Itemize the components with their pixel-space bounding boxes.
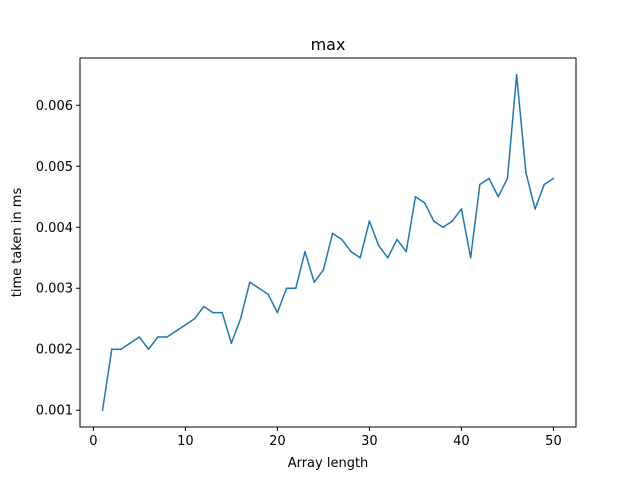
y-tick-label: 0.003 [36,282,73,297]
data-point [230,342,233,344]
data-point [341,238,343,241]
data-point [534,208,536,210]
x-tick-label: 20 [269,434,286,449]
data-point [423,202,426,204]
data-point [460,208,463,210]
data-point [442,226,444,229]
x-tick-label: 10 [177,434,194,449]
data-point [258,287,260,290]
data-point [368,220,371,222]
data-point [212,311,214,314]
data-point [138,336,141,338]
x-tick-label: 30 [361,434,378,449]
data-point [166,336,168,338]
data-point [433,220,435,222]
data-point [488,177,490,180]
y-tick-label: 0.004 [36,221,73,236]
data-point [248,281,251,283]
data-point [267,293,269,296]
data-point [387,256,389,259]
y-axis-label: time taken in ms [10,188,25,298]
data-point [129,342,131,344]
data-point [276,311,279,314]
data-point [497,195,500,198]
data-point [156,336,159,338]
y-tick-label: 0.002 [36,343,73,358]
data-point [543,183,546,186]
data-point [359,256,362,259]
plot-area [101,73,555,412]
data-point [120,348,122,351]
data-point [322,269,325,271]
data-point [515,73,518,76]
plot-frame [79,57,577,428]
data-point [414,195,417,198]
data-point [525,171,527,174]
x-axis-label: Array length [288,456,369,471]
data-point [221,311,223,314]
y-tick-label: 0.005 [36,160,73,175]
y-tick-label: 0.001 [36,404,73,419]
data-point [184,324,187,326]
data-point [350,250,352,253]
data-point [469,256,472,259]
data-point [294,287,297,290]
data-point [451,220,454,222]
x-tick-label: 50 [545,434,562,449]
data-point [331,232,334,235]
y-axis: 0.001 0.002 0.003 0.004 0.005 0.006 [36,99,80,419]
x-tick-label: 0 [89,434,97,449]
data-point [552,177,555,180]
data-point [285,287,288,290]
data-point [175,330,177,332]
data-point [506,177,509,180]
data-point [239,317,242,320]
chart-title: max [311,35,346,54]
y-tick-label: 0.006 [36,99,73,114]
x-tick-label: 40 [453,434,470,449]
data-point [110,348,113,351]
data-point [193,317,196,320]
data-point [202,305,205,308]
x-axis: 0 10 20 30 40 50 [89,427,562,449]
data-point [405,250,408,253]
data-point [304,250,306,253]
data-point [313,281,316,283]
data-point [479,183,481,186]
data-point [377,244,380,247]
data-point [396,238,398,241]
data-point [147,348,150,351]
data-point [101,409,104,412]
series-line-0 [101,74,554,411]
